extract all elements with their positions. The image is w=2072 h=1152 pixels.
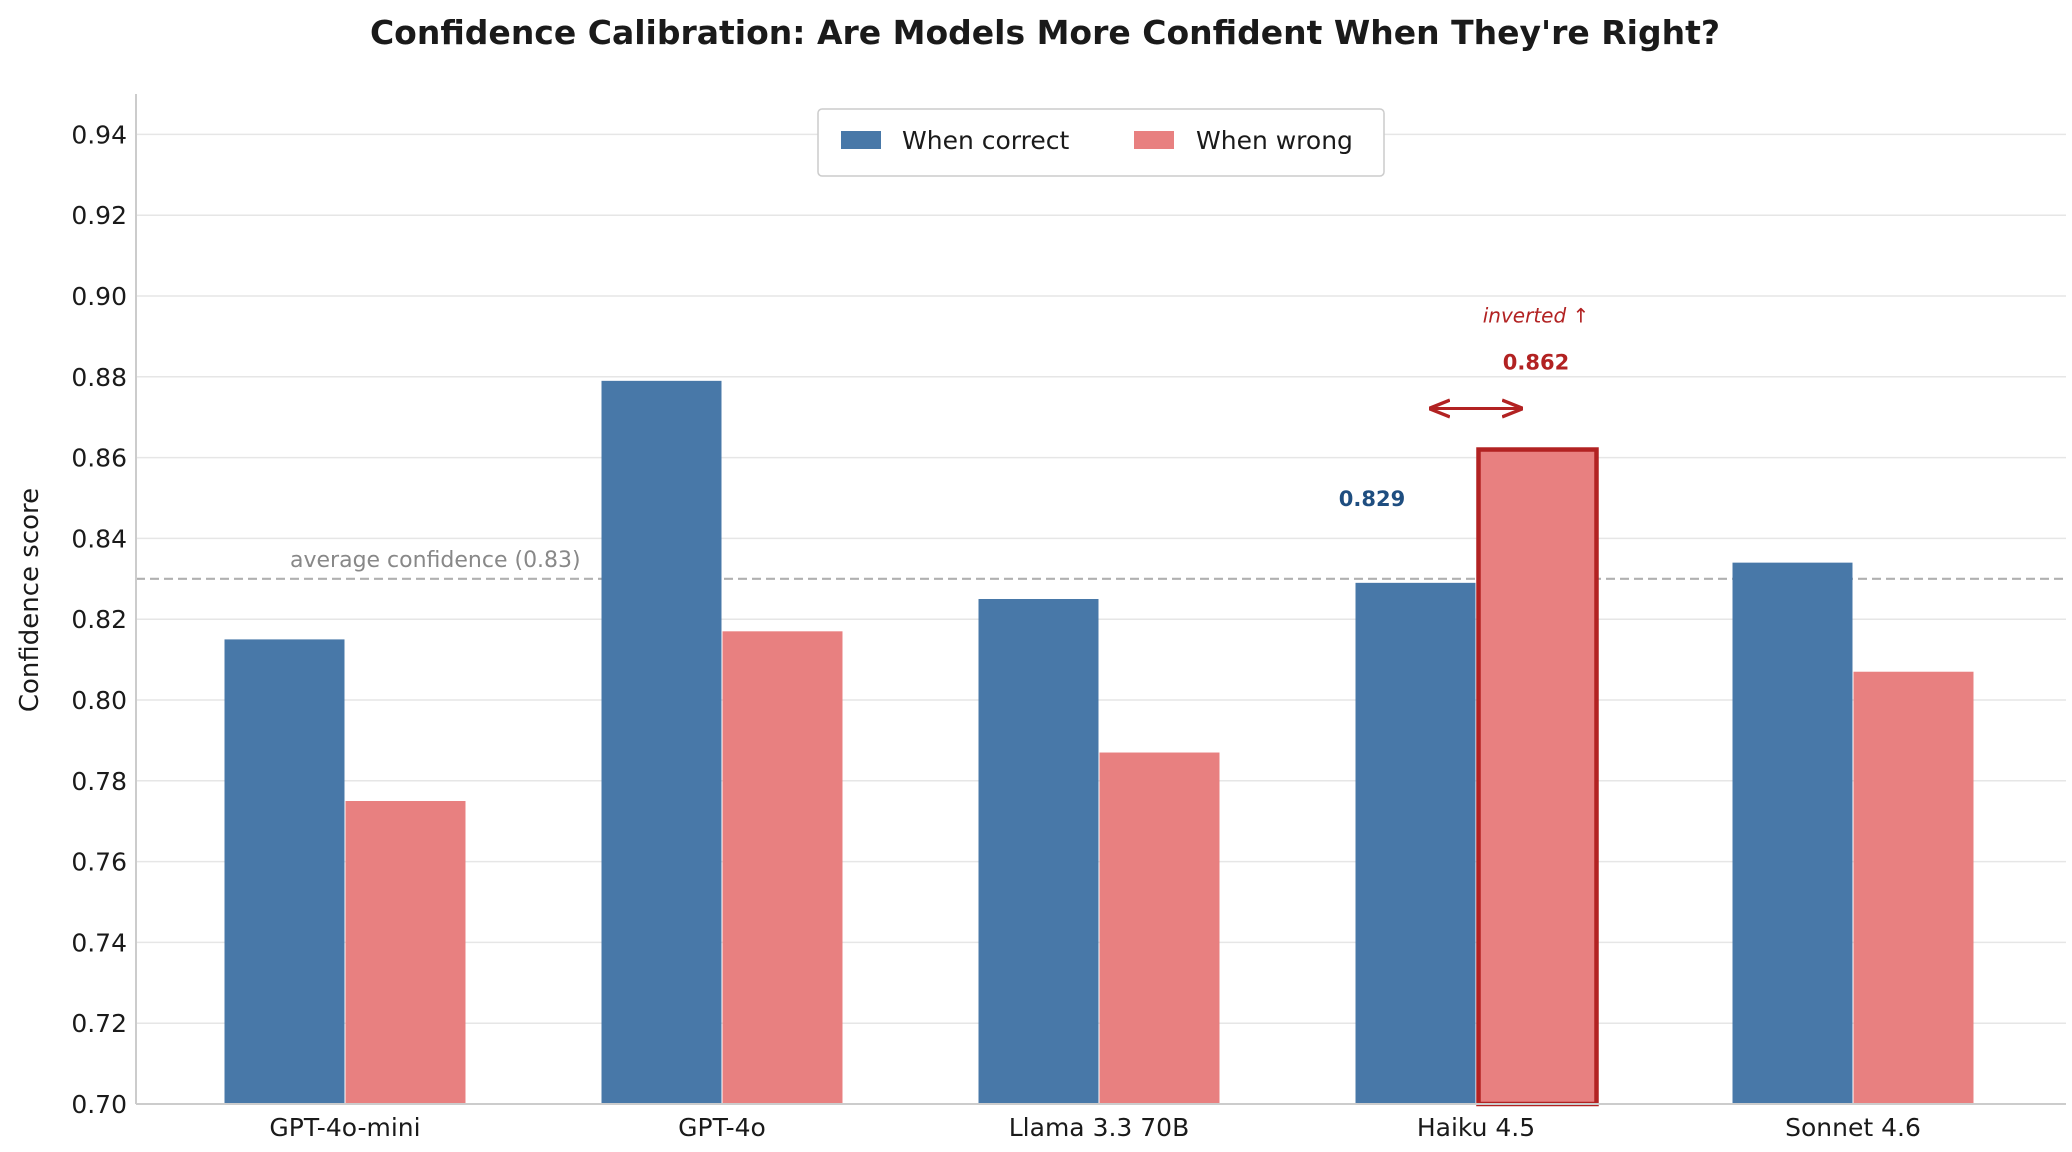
value-label-correct: 0.829 — [1339, 487, 1405, 511]
y-tick-label: 0.86 — [71, 444, 127, 473]
y-tick-label: 0.90 — [71, 282, 127, 311]
bar-haiku-4-5-when-wrong — [1476, 447, 1599, 1107]
bar-llama-3-3-70b-when-wrong — [1099, 752, 1220, 1104]
bar-gpt-4o-when-correct — [601, 380, 722, 1105]
x-tick-label: GPT-4o — [678, 1113, 766, 1142]
legend-swatch-wrong — [1134, 131, 1174, 149]
y-axis-label: Confidence score — [15, 488, 45, 712]
y-tick-label: 0.76 — [71, 848, 127, 877]
bar-sonnet-4-6-when-wrong — [1853, 671, 1974, 1104]
y-tick-label: 0.80 — [71, 686, 127, 715]
chart-title: Confidence Calibration: Are Models More … — [370, 13, 1720, 52]
x-tick-labels: GPT-4o-mini GPT-4o Llama 3.3 70B Haiku 4.5 S… — [269, 1113, 1920, 1142]
y-tick-label: 0.74 — [71, 928, 127, 957]
bar-haiku-4-5-when-correct — [1355, 582, 1476, 1104]
average-reference-label: average confidence (0.83) — [290, 548, 581, 573]
y-tick-label: 0.92 — [71, 201, 127, 230]
legend: When correct When wrong — [817, 108, 1385, 177]
legend-swatch-correct — [841, 131, 881, 149]
value-label-wrong: 0.862 — [1503, 351, 1569, 375]
bar-sonnet-4-6-when-correct — [1732, 562, 1853, 1104]
legend-label-correct: When correct — [902, 126, 1069, 155]
y-tick-labels: 0.70 0.72 0.74 0.76 0.78 0.80 0.82 0.84 0.86 0.88… — [71, 120, 127, 1119]
bar-gpt-4o-mini-when-wrong — [345, 801, 466, 1104]
y-tick-label: 0.70 — [71, 1090, 127, 1119]
legend-frame — [817, 108, 1385, 177]
reference-line-group: average confidence (0.83) — [136, 548, 2066, 580]
y-tick-label: 0.72 — [71, 1009, 127, 1038]
annotations: 0.829 0.862 inverted ↑ — [1339, 304, 1590, 511]
y-tick-label: 0.84 — [71, 524, 127, 553]
x-tick-label: GPT-4o-mini — [269, 1113, 420, 1142]
x-tick-label: Haiku 4.5 — [1417, 1113, 1535, 1142]
y-tick-label: 0.82 — [71, 605, 127, 634]
x-tick-label: Llama 3.3 70B — [1009, 1113, 1189, 1142]
y-tick-label: 0.78 — [71, 767, 127, 796]
legend-label-wrong: When wrong — [1196, 126, 1353, 155]
bar-llama-3-3-70b-when-correct — [978, 599, 1099, 1104]
bars — [224, 380, 1974, 1107]
bar-gpt-4o-mini-when-correct — [224, 639, 345, 1104]
x-tick-label: Sonnet 4.6 — [1785, 1113, 1921, 1142]
y-tick-label: 0.88 — [71, 363, 127, 392]
y-tick-label: 0.94 — [71, 120, 127, 149]
inverted-note: inverted ↑ — [1483, 304, 1590, 328]
bar-gpt-4o-when-wrong — [722, 631, 843, 1104]
